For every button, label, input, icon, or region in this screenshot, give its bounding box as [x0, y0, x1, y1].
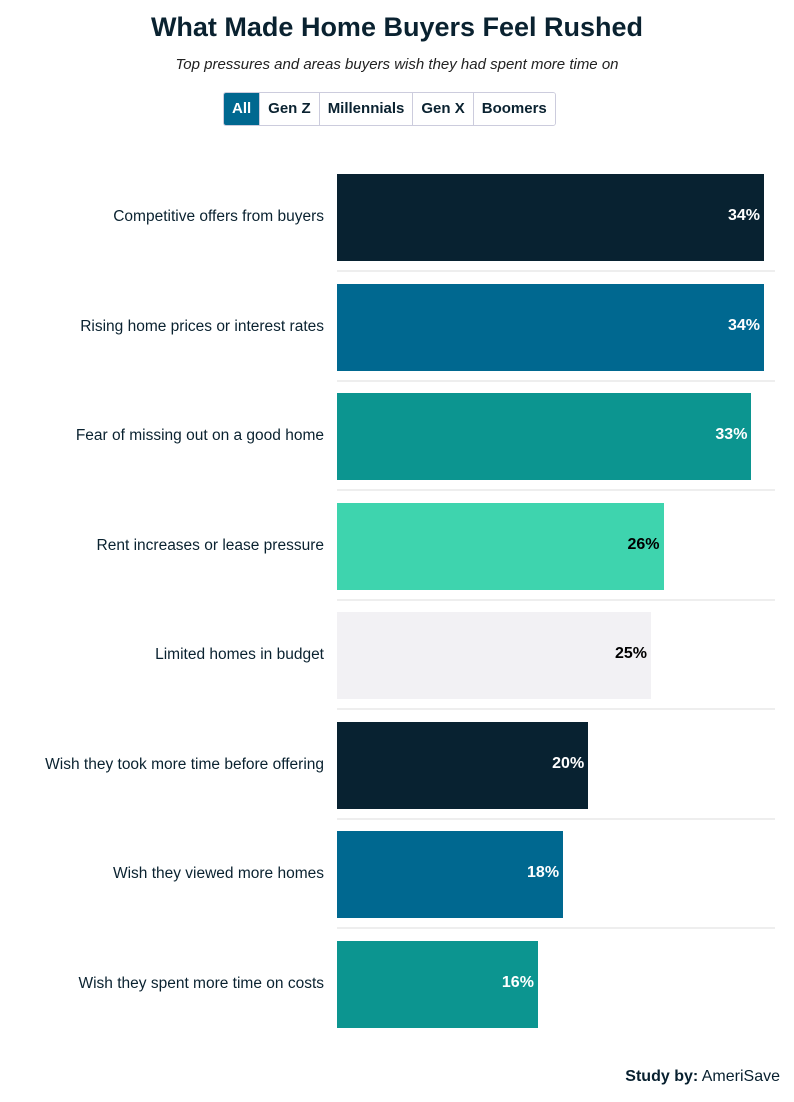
bar: [337, 612, 651, 699]
category-label: Wish they spent more time on costs: [78, 974, 324, 992]
value-label: 34%: [727, 207, 760, 224]
category-label: Wish they viewed more homes: [112, 865, 324, 882]
row-divider: [337, 708, 775, 710]
chart-subtitle: Top pressures and areas buyers wish they…: [175, 56, 619, 73]
value-label: 33%: [715, 426, 748, 443]
category-label: Rising home prices or interest rates: [80, 317, 324, 335]
category-label: Rent increases or lease pressure: [96, 536, 324, 554]
row-divider: [337, 927, 775, 929]
value-label: 26%: [627, 535, 660, 553]
tab-gen-x[interactable]: Gen X: [412, 93, 473, 125]
value-label: 18%: [527, 864, 560, 881]
bar: [337, 174, 764, 261]
value-label: 34%: [727, 316, 760, 334]
credit-prefix: Study by:: [625, 1068, 699, 1085]
row-divider: [337, 270, 775, 272]
credit-name: AmeriSave: [701, 1068, 780, 1085]
generation-tabs: All Gen Z Millennials Gen X Boomers: [223, 92, 556, 126]
study-credit: Study by: AmeriSave: [625, 1068, 780, 1086]
category-label: Limited homes in budget: [155, 646, 324, 663]
category-label: Competitive offers from buyers: [113, 208, 324, 225]
bar: [337, 940, 538, 1028]
tab-boomers[interactable]: Boomers: [472, 93, 555, 125]
bar: [337, 502, 664, 590]
value-label: 20%: [552, 754, 585, 772]
tab-all[interactable]: All: [224, 93, 260, 125]
category-label: Fear of missing out on a good home: [75, 427, 324, 444]
row-divider: [337, 598, 775, 601]
tab-gen-z[interactable]: Gen Z: [259, 93, 319, 125]
value-label: 16%: [501, 973, 534, 991]
bar: [337, 283, 764, 371]
tab-millennials[interactable]: Millennials: [318, 93, 413, 125]
row-divider: [337, 379, 775, 382]
row-divider: [337, 817, 775, 820]
chart-title: What Made Home Buyers Feel Rushed: [150, 12, 644, 42]
bar: [337, 721, 589, 809]
bar: [337, 393, 752, 480]
bar: [337, 831, 564, 918]
row-divider: [337, 489, 775, 491]
category-label: Wish they took more time before offering: [45, 755, 324, 773]
value-label: 25%: [614, 645, 647, 662]
